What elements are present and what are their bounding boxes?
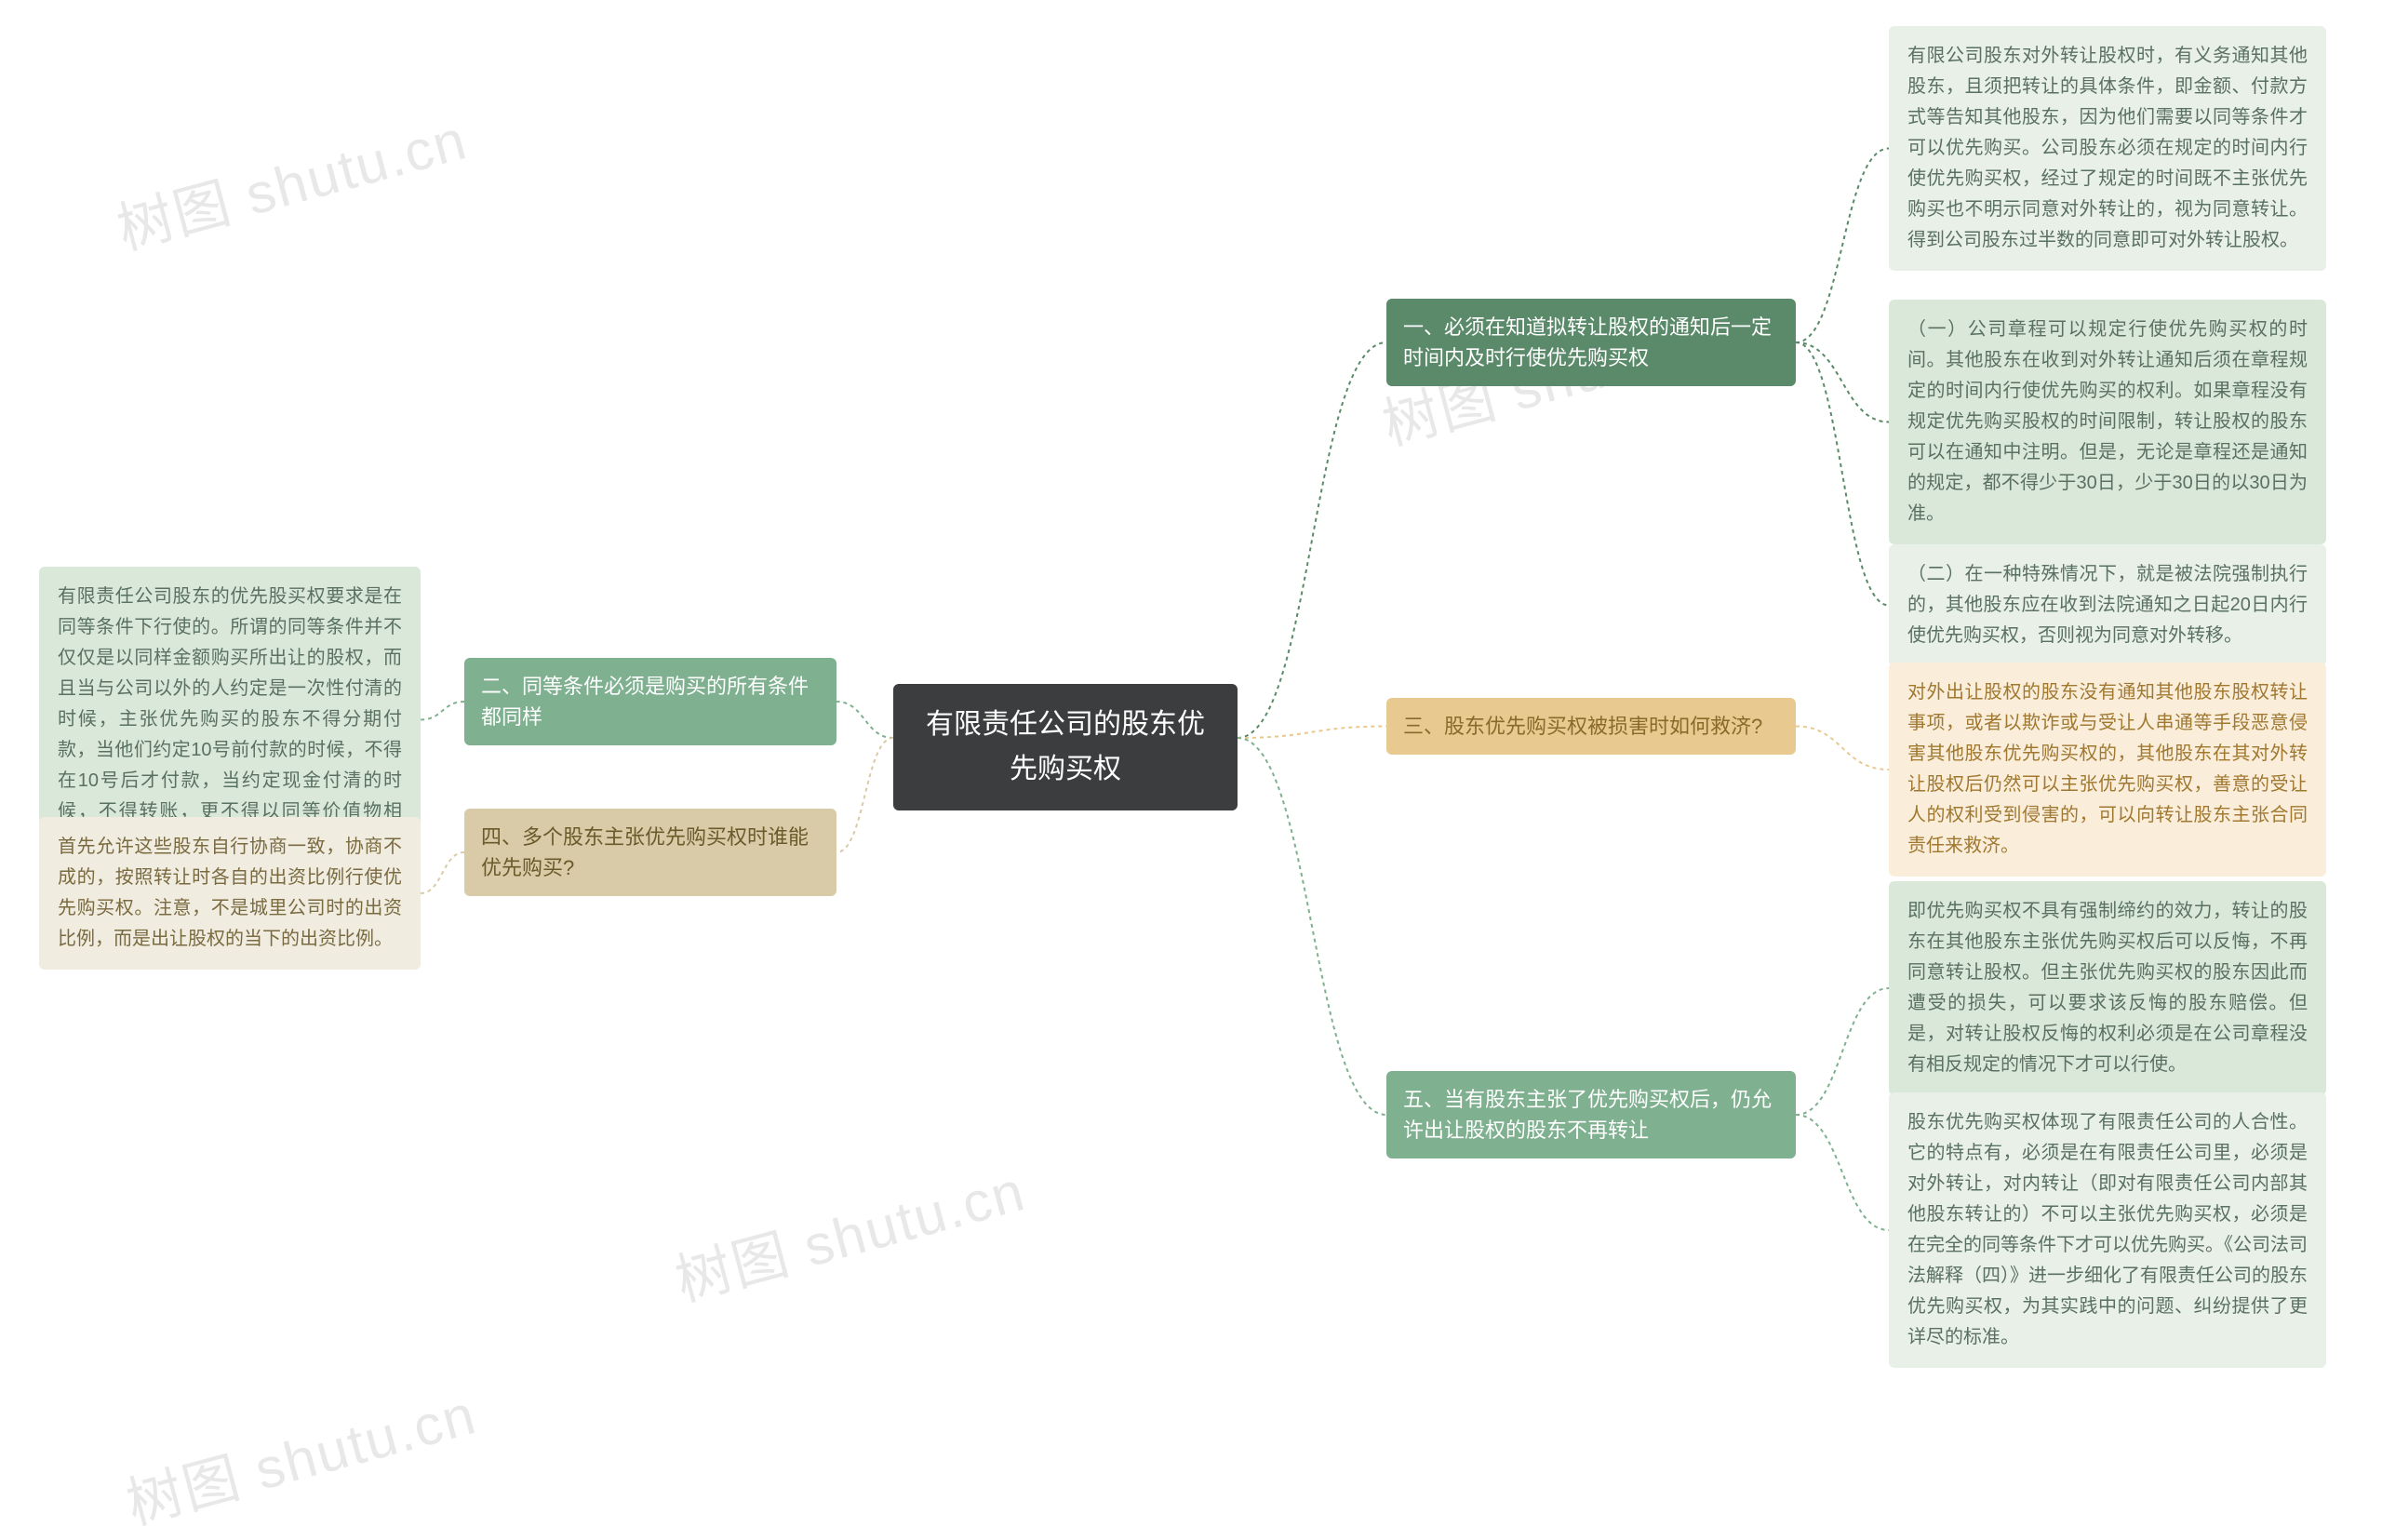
leaf-node: 股东优先购买权体现了有限责任公司的人合性。它的特点有，必须是在有限责任公司里，必… [1889, 1092, 2326, 1368]
watermark: 树图 shutu.cn [665, 1146, 1033, 1318]
branch-node: 三、股东优先购买权被损害时如何救济? [1386, 698, 1796, 755]
branch-node: 一、必须在知道拟转让股权的通知后一定时间内及时行使优先购买权 [1386, 299, 1796, 386]
branch-node: 二、同等条件必须是购买的所有条件都同样 [464, 658, 836, 745]
leaf-node: （二）在一种特殊情况下，就是被法院强制执行的，其他股东应在收到法院通知之日起20… [1889, 544, 2326, 666]
branch-node: 四、多个股东主张优先购买权时谁能优先购买? [464, 809, 836, 896]
center-node: 有限责任公司的股东优先购买权 [893, 684, 1238, 810]
leaf-node: 对外出让股权的股东没有通知其他股东股权转让事项，或者以欺诈或与受让人串通等手段恶… [1889, 663, 2326, 877]
leaf-node: 首先允许这些股东自行协商一致，协商不成的，按照转让时各自的出资比例行使优先购买权… [39, 817, 421, 970]
leaf-node: （一）公司章程可以规定行使优先购买权的时间。其他股东在收到对外转让通知后须在章程… [1889, 300, 2326, 544]
branch-node: 五、当有股东主张了优先购买权后，仍允许出让股权的股东不再转让 [1386, 1071, 1796, 1158]
watermark: 树图 shutu.cn [116, 1370, 484, 1540]
watermark: 树图 shutu.cn [107, 95, 475, 266]
leaf-node: 即优先购买权不具有强制缔约的效力，转让的股东在其他股东主张优先购买权后可以反悔，… [1889, 881, 2326, 1095]
leaf-node: 有限公司股东对外转让股权时，有义务通知其他股东，且须把转让的具体条件，即金额、付… [1889, 26, 2326, 271]
